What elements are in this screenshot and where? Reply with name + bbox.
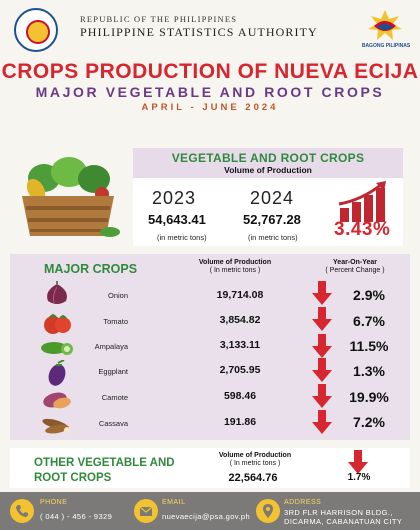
- down-arrow-icon: [312, 410, 332, 434]
- unit-2023: (in metric tons): [157, 233, 207, 242]
- crop-change-eggplant: 1.3%: [353, 363, 385, 379]
- volume-col-header-2: ( In metric tons ): [209, 267, 261, 274]
- bar-growth-icon: [338, 181, 386, 222]
- address-label: ADDRESS: [284, 499, 322, 506]
- summary-title: VEGETABLE AND ROOT CROPS: [171, 151, 365, 165]
- other-col-header-2: ( In metric tons ): [229, 460, 281, 467]
- other-crops-value: 22,564.76: [228, 472, 278, 484]
- crop-value-onion: 19,714.08: [216, 289, 264, 301]
- bagong-pilipinas-text: BAGONG PILIPINAS: [361, 43, 411, 49]
- ampalaya-icon: [41, 342, 73, 355]
- page-subtitle: MAJOR VEGETABLE AND ROOT CROPS: [35, 84, 385, 100]
- crop-change-camote: 19.9%: [349, 389, 389, 405]
- down-arrow-icon: [348, 450, 368, 474]
- phone-icon: [10, 499, 34, 523]
- eggplant-icon: [48, 360, 66, 386]
- summary-subtitle: Volume of Production: [224, 165, 312, 175]
- other-crops-title-2: ROOT CROPS: [34, 472, 112, 484]
- crop-name-eggplant: Eggplant: [98, 367, 128, 376]
- year-2024: 2024: [250, 188, 295, 208]
- other-crops-change: 1.7%: [347, 472, 371, 483]
- address-line-1: 3RD FLR HARRISON BLDG.,: [284, 508, 393, 517]
- tomato-icon: [44, 313, 71, 334]
- crop-change-tomato: 6.7%: [353, 313, 385, 329]
- yoy-col-header-1: Year-On-Year: [333, 259, 377, 266]
- onion-icon: [47, 281, 67, 304]
- summary-panel-header: [133, 148, 403, 178]
- address-line-2: DICARMA, CABANATUAN CITY: [284, 517, 403, 526]
- location-pin-icon: [256, 499, 280, 523]
- other-col-header-1: Volume of Production: [218, 452, 292, 459]
- phone-number[interactable]: ( 044 ) - 456 - 9329: [40, 512, 113, 521]
- psa-seal-logo: [14, 8, 58, 52]
- report-period: APRIL - JUNE 2024: [141, 102, 279, 113]
- yoy-col-header-2: ( Percent Change ): [325, 267, 385, 274]
- major-crops-panel: [10, 254, 410, 440]
- crop-name-ampalaya: Ampalaya: [94, 342, 128, 351]
- summary-change: 3.43%: [334, 219, 391, 240]
- email-icon: [134, 499, 158, 523]
- unit-2024: (in metric tons): [248, 233, 298, 242]
- agency-line-1: REPUBLIC OF THE PHILIPPINES: [80, 14, 238, 24]
- down-arrow-icon: [312, 384, 332, 408]
- other-crops-panel: [10, 448, 410, 488]
- crop-value-ampalaya: 3,133.11: [219, 339, 261, 351]
- other-crops-title-1: OTHER VEGETABLE AND: [34, 457, 175, 469]
- camote-icon: [43, 392, 71, 409]
- major-crops-title: MAJOR CROPS: [44, 262, 138, 276]
- crop-change-ampalaya: 11.5%: [349, 338, 389, 354]
- crop-name-tomato: Tomato: [103, 317, 128, 326]
- down-arrow-icon: [312, 307, 332, 331]
- crop-change-cassava: 7.2%: [353, 414, 385, 430]
- crop-name-cassava: Cassava: [98, 419, 128, 428]
- crop-value-camote: 598.46: [223, 390, 257, 402]
- bagong-pilipinas-logo: [368, 10, 402, 40]
- year-2023: 2023: [152, 188, 197, 208]
- contact-footer: [0, 492, 420, 530]
- vegetable-basket-icon: [22, 157, 120, 237]
- down-arrow-icon: [312, 358, 332, 382]
- value-2023: 54,643.41: [148, 212, 206, 227]
- email-label: EMAIL: [162, 499, 186, 506]
- email-address[interactable]: nuevaecija@psa.gov.ph: [162, 512, 251, 521]
- crop-value-tomato: 3,854.82: [219, 314, 261, 326]
- down-arrow-icon: [312, 334, 332, 358]
- crop-change-onion: 2.9%: [353, 287, 385, 303]
- cassava-icon: [42, 418, 70, 434]
- page-title: CROPS PRODUCTION OF NUEVA ECIJA: [1, 60, 419, 83]
- agency-line-2: PHILIPPINE STATISTICS AUTHORITY: [80, 25, 318, 39]
- crop-name-onion: Onion: [107, 291, 128, 300]
- crop-value-cassava: 191.86: [223, 416, 257, 428]
- crop-name-camote: Camote: [101, 393, 128, 402]
- value-2024: 52,767.28: [243, 212, 301, 227]
- crop-value-eggplant: 2,705.95: [219, 364, 261, 376]
- phone-label: PHONE: [40, 499, 68, 506]
- down-arrow-icon: [312, 281, 332, 305]
- volume-col-header-1: Volume of Production: [198, 259, 272, 266]
